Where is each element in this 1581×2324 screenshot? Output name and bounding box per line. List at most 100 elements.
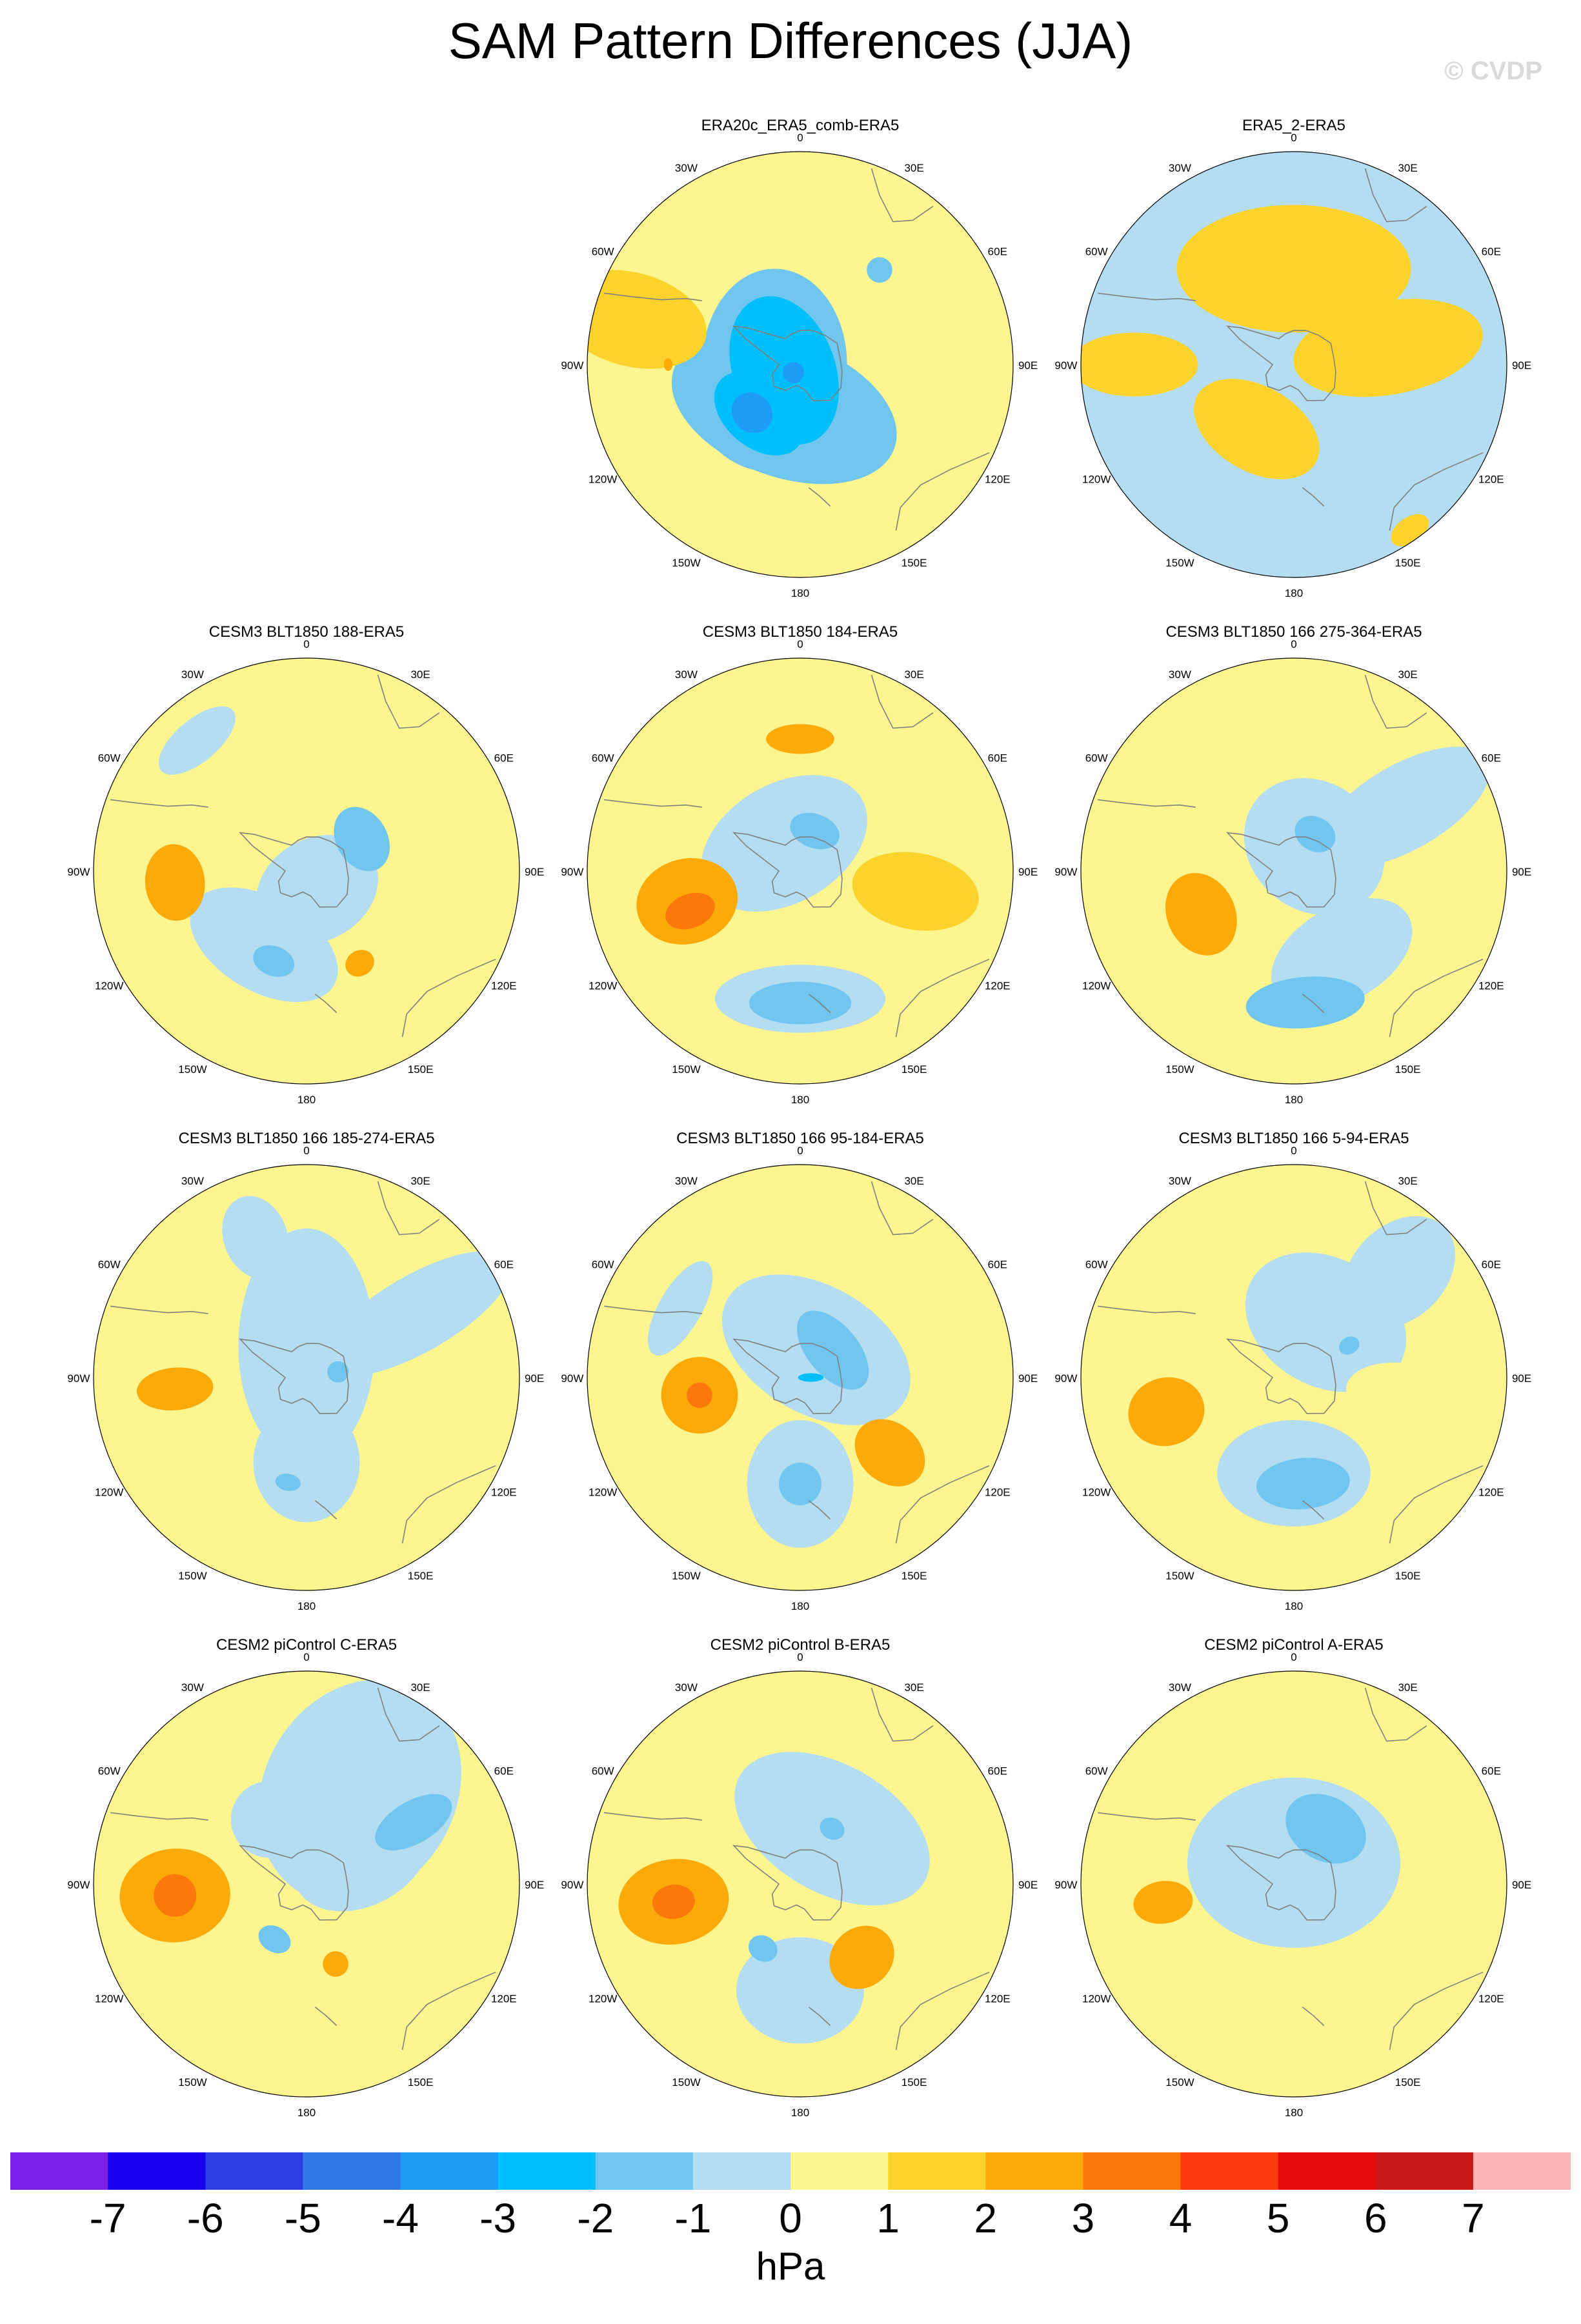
longitude-label: 150W (672, 557, 700, 569)
longitude-label: 60E (494, 1765, 514, 1778)
antarctica-coastline (732, 1845, 843, 1921)
continent-coastline (1098, 799, 1196, 808)
continent-coastline (871, 1687, 934, 1742)
positive-anomaly (154, 1874, 197, 1917)
map-boundary (93, 1164, 520, 1591)
negative-anomaly (327, 1361, 349, 1383)
longitude-label: 60W (1085, 245, 1108, 257)
panel-title: CESM2 piControl C-ERA5 (216, 1636, 398, 1654)
polar-map: 0 30E 60E 90E 120E 150E 180 150W 120W 90W 60W 30W (561, 1145, 1038, 1612)
positive-anomaly (1133, 1881, 1193, 1924)
longitude-label: 30E (1398, 668, 1417, 681)
positive-anomaly (766, 724, 834, 754)
longitude-label: 60W (592, 1258, 614, 1270)
longitude-label: 180 (1285, 587, 1303, 599)
continent-coastline (401, 1465, 496, 1544)
negative-anomaly (701, 775, 867, 912)
continent-coastline (1098, 1812, 1196, 1821)
longitude-label: 120E (985, 1487, 1011, 1499)
longitude-label: 30W (181, 1681, 204, 1694)
continent-coastline (110, 1305, 208, 1314)
polar-map: 0 30E 60E 90E 120E 150E 180 150W 120W 90W 60W 30W (561, 638, 1038, 1106)
longitude-label: 150W (178, 1063, 206, 1076)
map-boundary (587, 151, 1014, 578)
longitude-label: 180 (297, 1094, 316, 1106)
longitude-label: 90E (1512, 1372, 1531, 1385)
negative-anomaly (790, 812, 840, 850)
map-boundary (1080, 1164, 1507, 1591)
map-boundary (587, 657, 1014, 1085)
negative-anomaly (1294, 816, 1336, 852)
continent-coastline (110, 799, 208, 808)
colorbar-tick-label: 6 (1364, 2195, 1387, 2241)
longitude-label: 120E (1478, 980, 1504, 992)
continent-coastline (808, 2007, 831, 2027)
longitude-label: 150W (672, 1063, 700, 1076)
longitude-label: 180 (1285, 2107, 1303, 2119)
longitude-label: 90W (67, 1372, 90, 1385)
panel-title: CESM3 BLT1850 166 5-94-ERA5 (1178, 1130, 1409, 1147)
longitude-label: 30E (904, 1681, 923, 1694)
negative-anomaly (230, 1781, 308, 1858)
longitude-label: 90E (1512, 1879, 1531, 1891)
colorbar-labels: -7 -6 -5 -4 -3 -2 -1 0 1 2 3 4 5 6 7 (10, 2192, 1571, 2250)
negative-anomaly (190, 887, 338, 1003)
longitude-label: 120W (589, 980, 617, 992)
colorbar-tick-label: 4 (1169, 2195, 1193, 2241)
negative-anomaly (253, 945, 295, 977)
longitude-label: 60E (988, 1259, 1007, 1271)
negative-anomaly (731, 392, 772, 434)
map-panel: 0 30E 60E 90E 120E 150E 180 150W 120W 90W 60W 30W CE… (1049, 623, 1539, 1116)
longitude-label: 30W (1169, 162, 1191, 174)
longitude-label: 90E (1018, 359, 1038, 372)
positive-anomaly (345, 950, 374, 977)
positive-anomaly (1165, 873, 1237, 956)
map-panel: 0 30E 60E 90E 120E 150E 180 150W 120W 90W 60W 30W CE… (1049, 1130, 1539, 1623)
negative-anomaly (375, 1794, 452, 1850)
map-boundary (587, 1670, 1014, 2098)
longitude-label: 120W (95, 1993, 123, 2005)
continent-coastline (377, 1181, 440, 1236)
antarctica-coastline (732, 832, 843, 908)
longitude-label: 30E (904, 162, 923, 174)
positive-anomaly (687, 1382, 712, 1408)
continent-coastline (401, 1971, 496, 2050)
colorbar-swatch (888, 2152, 986, 2190)
longitude-label: 60E (1482, 246, 1501, 258)
continent-coastline (604, 292, 702, 301)
longitude-label: 0 (303, 638, 309, 650)
colorbar-swatch (595, 2152, 694, 2190)
polar-map: 0 30E 60E 90E 120E 150E 180 150W 120W 90W 60W 30W (561, 132, 1038, 599)
colorbar-swatch (1375, 2152, 1474, 2190)
polar-map: 0 30E 60E 90E 120E 150E 180 150W 120W 90W 60W 30W (1054, 1651, 1531, 2119)
longitude-label: 60E (988, 1765, 1007, 1778)
colorbar-swatch (1278, 2152, 1376, 2190)
longitude-label: 60W (1085, 752, 1108, 764)
longitude-label: 90E (1018, 1372, 1038, 1385)
longitude-label: 0 (797, 638, 803, 650)
longitude-label: 30E (1398, 1681, 1417, 1694)
positive-anomaly (145, 844, 205, 921)
longitude-label: 120W (1082, 474, 1111, 486)
continent-coastline (314, 1500, 337, 1520)
panel-title: ERA5_2-ERA5 (1242, 117, 1346, 134)
positive-anomaly (1194, 379, 1320, 479)
longitude-label: 90E (1512, 866, 1531, 878)
positive-anomaly (665, 892, 715, 930)
negative-anomaly (798, 1373, 824, 1382)
positive-anomaly (1345, 1362, 1473, 1434)
longitude-label: 180 (791, 587, 809, 599)
longitude-label: 0 (797, 132, 803, 144)
longitude-label: 150E (901, 557, 927, 569)
longitude-label: 150E (1395, 1063, 1421, 1076)
longitude-label: 90W (561, 1879, 583, 1891)
longitude-label: 30W (675, 1681, 698, 1694)
map-boundary (587, 1164, 1014, 1591)
polar-map: 0 30E 60E 90E 120E 150E 180 150W 120W 90W 60W 30W (67, 1651, 544, 2119)
longitude-label: 120W (95, 1487, 123, 1499)
longitude-label: 60E (494, 1259, 514, 1271)
colorbar-tick-label: -1 (674, 2195, 712, 2241)
longitude-label: 30W (675, 162, 698, 174)
longitude-label: 90E (525, 866, 544, 878)
positive-anomaly (1128, 1377, 1205, 1447)
